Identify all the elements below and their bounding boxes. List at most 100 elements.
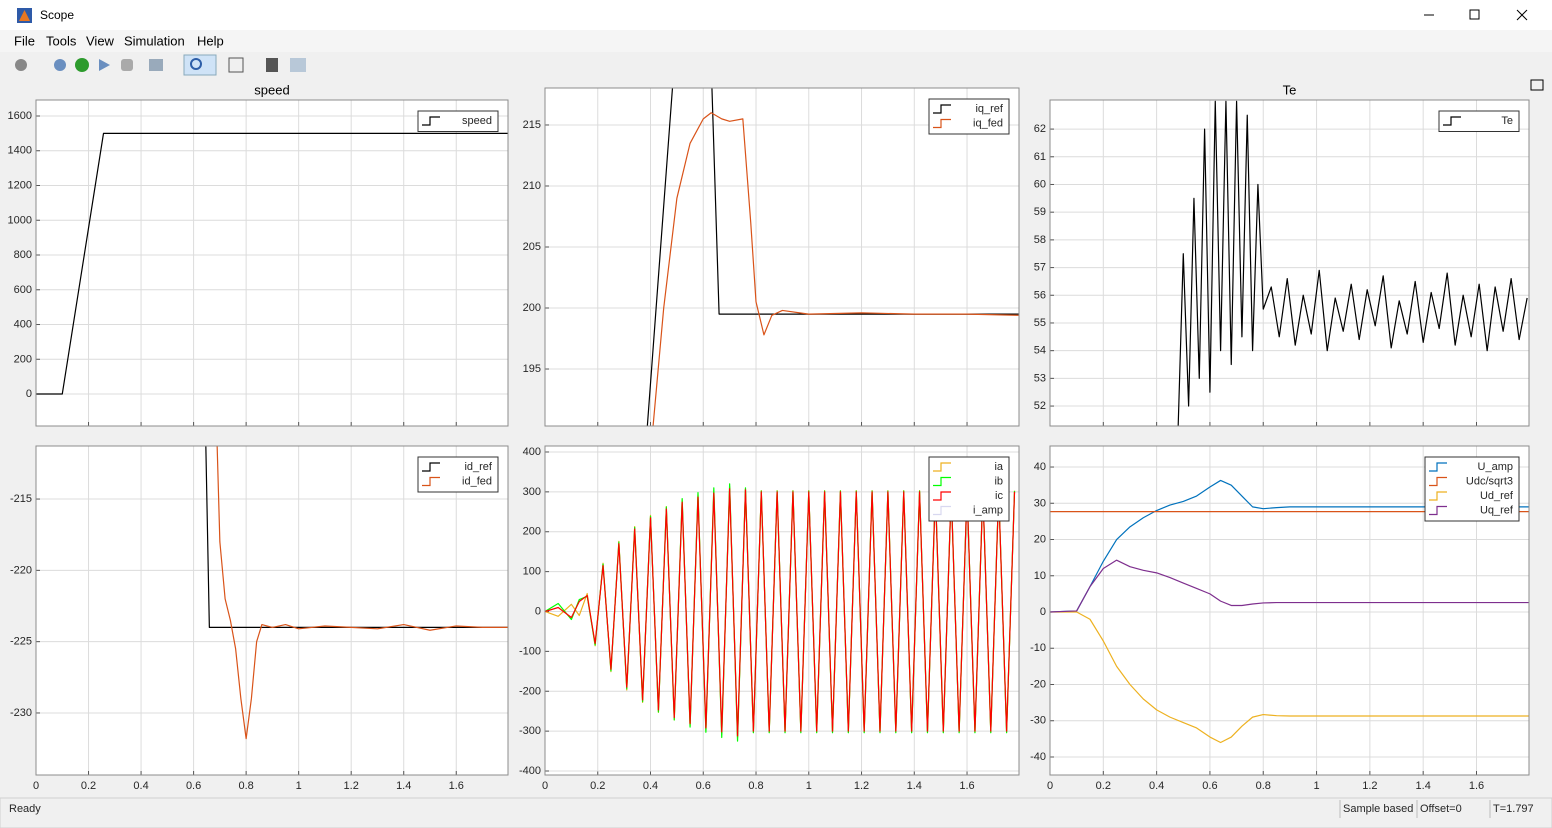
stop-button[interactable]: [121, 59, 133, 71]
y-tick-label: 600: [14, 284, 32, 296]
legend: iq_ref iq_fed: [928, 98, 1010, 135]
y-tick-label: 200: [523, 526, 541, 538]
y-tick-label: 0: [26, 388, 32, 400]
maximize-button[interactable]: [1469, 9, 1480, 20]
legend: ia ib ic i_amp: [928, 456, 1010, 522]
close-button[interactable]: [1516, 9, 1528, 21]
menu-item[interactable]: View: [86, 34, 115, 49]
chart-title: speed: [254, 83, 289, 98]
step-back-button[interactable]: [54, 59, 66, 71]
measure-button[interactable]: [290, 58, 306, 72]
app-icon-glyph: [19, 10, 30, 21]
undock-button[interactable]: [1530, 79, 1544, 91]
legend-label: speed: [462, 115, 492, 127]
status-text: Sample based: [1343, 803, 1413, 815]
legend-label: iq_fed: [973, 118, 1003, 130]
series-line: [545, 488, 1016, 737]
x-tick-label: 1.4: [1416, 780, 1431, 792]
y-tick-label: -40: [1030, 751, 1046, 763]
series-line: [216, 446, 508, 740]
x-tick-label: 1.2: [854, 780, 869, 792]
legend-label: Uq_ref: [1480, 505, 1514, 517]
y-tick-label: -225: [10, 636, 32, 648]
menu-item[interactable]: Simulation: [124, 34, 185, 49]
menu-item[interactable]: Help: [197, 34, 224, 49]
menu-item[interactable]: File: [14, 34, 35, 49]
step-forward-button[interactable]: [99, 59, 110, 71]
legend-label: id_ref: [464, 461, 492, 473]
y-tick-label: 52: [1034, 400, 1046, 412]
fit-button[interactable]: [228, 57, 244, 73]
y-tick-label: -10: [1030, 642, 1046, 654]
legend-swatch: [1443, 116, 1461, 126]
y-tick-label: 30: [1034, 497, 1046, 509]
y-tick-label: 59: [1034, 206, 1046, 218]
x-tick-label: 1: [296, 780, 302, 792]
status-text: T=1.797: [1493, 803, 1534, 815]
x-tick-label: 1: [1313, 780, 1319, 792]
status-bar: [0, 797, 1552, 828]
plot-area: [36, 100, 508, 426]
legend-swatch: [933, 476, 951, 487]
legend-swatch: [933, 462, 951, 472]
legend-label: ia: [994, 461, 1003, 473]
x-tick-label: 0.8: [238, 780, 253, 792]
y-tick-label: 40: [1034, 461, 1046, 473]
settings-button[interactable]: [15, 59, 27, 71]
x-tick-label: 0.8: [748, 780, 763, 792]
y-tick-label: 100: [523, 566, 541, 578]
y-tick-label: 195: [523, 363, 541, 375]
legend: id_ref id_fed: [417, 456, 499, 493]
plot-area: [36, 446, 508, 775]
y-tick-label: -300: [519, 725, 541, 737]
y-tick-label: 61: [1034, 151, 1046, 163]
series-line: [1050, 559, 1529, 613]
menu-bar: [0, 30, 1552, 52]
x-tick-label: 0.6: [1202, 780, 1217, 792]
y-tick-label: -220: [10, 564, 32, 576]
axes: Te 52 53 54 55 56 57 58 59 60 61 62 Te: [1034, 83, 1530, 427]
y-tick-label: 57: [1034, 262, 1046, 274]
y-tick-label: -215: [10, 493, 32, 505]
legend-label: Ud_ref: [1480, 490, 1514, 502]
style-button[interactable]: [266, 58, 278, 72]
legend-box: [1424, 456, 1520, 522]
legend-swatch: [1429, 462, 1447, 472]
series-line: [205, 446, 508, 629]
menu-item[interactable]: Tools: [46, 34, 77, 49]
x-tick-label: 1.4: [907, 780, 922, 792]
axes-border: [35, 99, 509, 427]
y-tick-label: 62: [1034, 123, 1046, 135]
legend-swatch: [1429, 476, 1447, 487]
axes-border: [1049, 445, 1530, 776]
x-tick-label: 0: [542, 780, 548, 792]
legend-box: [1438, 110, 1520, 132]
y-tick-label: 205: [523, 241, 541, 253]
title-bar: [0, 0, 1552, 30]
y-tick-label: 0: [1040, 606, 1046, 618]
x-tick-label: 1.6: [449, 780, 464, 792]
legend: Te: [1438, 110, 1520, 132]
x-tick-label: 0.2: [1096, 780, 1111, 792]
y-tick-label: -100: [519, 645, 541, 657]
series-line: [1050, 611, 1529, 744]
x-tick-label: 1.2: [344, 780, 359, 792]
run-button[interactable]: [75, 58, 89, 72]
y-tick-label: 400: [14, 319, 32, 331]
plot-area: [545, 88, 1019, 426]
y-tick-label: 0: [535, 605, 541, 617]
y-tick-label: 800: [14, 249, 32, 261]
y-tick-label: 53: [1034, 372, 1046, 384]
legend-label: ic: [995, 490, 1003, 502]
legend: speed: [417, 110, 499, 132]
y-tick-label: 54: [1034, 345, 1046, 357]
series-line: [1050, 479, 1529, 613]
series-line: [36, 132, 508, 395]
y-tick-label: 1000: [8, 214, 32, 226]
highlight-button[interactable]: [149, 59, 163, 71]
axes-border: [35, 445, 509, 776]
plot-area: [1050, 100, 1529, 426]
axes: 195 200 205 210 215 iq_ref iq_fed: [523, 87, 1020, 427]
